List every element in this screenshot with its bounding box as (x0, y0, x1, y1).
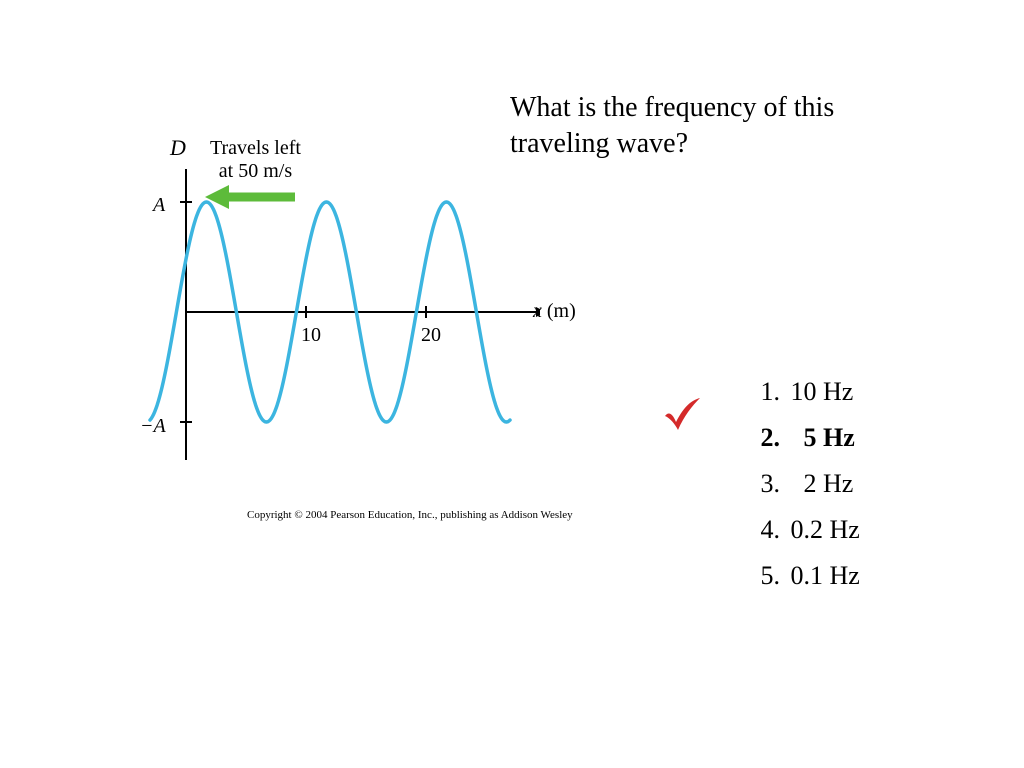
option-number: 1. (750, 377, 780, 407)
checkmark-icon (660, 398, 704, 432)
option-label: 2 Hz (791, 469, 854, 499)
x-tick-20: 20 (421, 324, 441, 347)
answer-option: 3. 2 Hz (750, 469, 860, 499)
question-text: What is the frequency of this traveling … (510, 90, 910, 163)
x-axis-label: x (m) (533, 300, 576, 323)
answer-option: 4. 0.2 Hz (750, 515, 860, 545)
wave-graph (130, 130, 540, 460)
annotation-line1: Travels left (210, 137, 301, 159)
x-tick-10: 10 (301, 324, 321, 347)
option-label: 5 Hz (791, 423, 855, 453)
x-axis-unit: (m) (547, 300, 576, 322)
option-label: 0.2 Hz (791, 515, 860, 545)
option-number: 2. (750, 423, 780, 453)
option-label: 0.1 Hz (791, 561, 860, 591)
option-label: 10 Hz (791, 377, 854, 407)
option-number: 3. (750, 469, 780, 499)
annotation-line2: at 50 m/s (219, 160, 292, 182)
option-number: 4. (750, 515, 780, 545)
answer-option: 2. 5 Hz (750, 423, 860, 453)
y-tick-neg-a: −A (140, 415, 166, 438)
answer-option: 1. 10 Hz (750, 377, 860, 407)
y-axis-label: D (170, 135, 186, 161)
answer-option: 5. 0.1 Hz (750, 561, 860, 591)
annotation-text: Travels left at 50 m/s (210, 137, 301, 183)
answer-options: 1. 10 Hz 2. 5 Hz 3. 2 Hz 4. 0.2 Hz 5. 0.1 Hz (710, 377, 860, 607)
option-number: 5. (750, 561, 780, 591)
copyright-text: Copyright © 2004 Pearson Education, Inc.… (247, 509, 573, 521)
x-axis-var: x (533, 300, 542, 322)
y-tick-pos-a: A (153, 194, 165, 217)
